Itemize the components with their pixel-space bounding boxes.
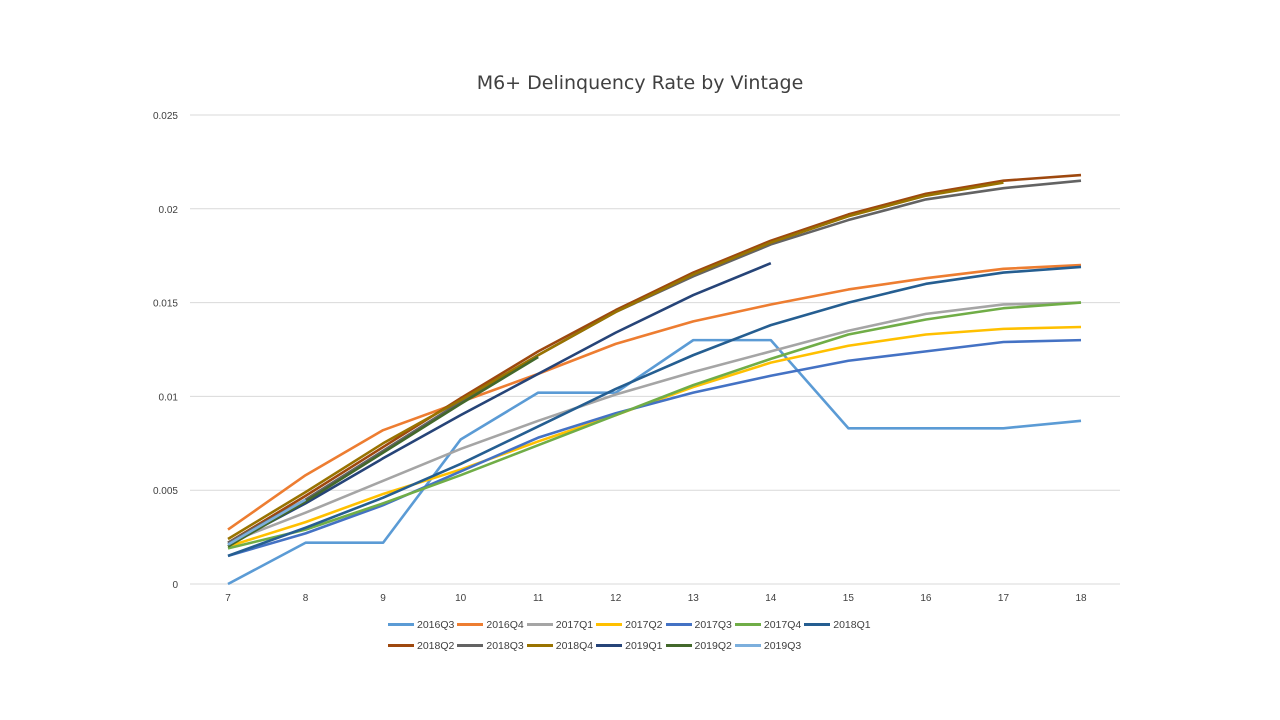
x-tick-label: 17 xyxy=(998,593,1010,604)
legend-item: 2016Q4 xyxy=(457,614,524,635)
legend-label: 2018Q1 xyxy=(833,618,871,631)
legend-swatch xyxy=(734,644,761,647)
legend-label: 2019Q3 xyxy=(763,639,802,652)
legend-item: 2017Q3 xyxy=(665,614,732,635)
legend-item: 2018Q1 xyxy=(804,614,871,635)
series-line-2016Q3 xyxy=(227,338,1082,586)
series-line-2017Q1 xyxy=(227,301,1082,544)
x-tick-label: 9 xyxy=(380,593,386,604)
legend: 2016Q3 2016Q4 2017Q1 2017Q2 2017Q3 2017Q4 2018… xyxy=(388,614,908,656)
x-tick-label: 7 xyxy=(225,593,231,604)
legend-swatch xyxy=(457,644,484,647)
legend-item: 2018Q3 xyxy=(457,635,524,656)
y-tick-label: 0.025 xyxy=(153,111,178,122)
legend-swatch xyxy=(596,644,623,647)
legend-swatch xyxy=(526,644,553,647)
legend-label: 2018Q3 xyxy=(486,639,524,652)
legend-item: 2019Q3 xyxy=(734,635,802,656)
legend-swatch xyxy=(388,644,414,647)
series-line-2018Q2 xyxy=(227,173,1082,544)
y-tick-label: 0.005 xyxy=(153,486,178,497)
legend-label: 2016Q4 xyxy=(486,618,524,631)
legend-label: 2018Q2 xyxy=(417,639,455,652)
legend-item: 2017Q4 xyxy=(734,614,802,635)
legend-item: 2019Q1 xyxy=(596,635,663,656)
legend-swatch xyxy=(804,623,831,626)
series-line-2019Q3 xyxy=(227,498,307,546)
x-tick-label: 11 xyxy=(533,593,544,604)
chart-title: M6+ Delinquency Rate by Vintage xyxy=(476,72,804,94)
x-tick-label: 16 xyxy=(920,593,932,604)
legend-swatch xyxy=(457,623,484,626)
legend-item: 2018Q2 xyxy=(388,635,454,656)
x-tick-label: 8 xyxy=(303,593,309,604)
legend-swatch xyxy=(665,623,692,626)
legend-swatch xyxy=(596,623,623,626)
series-line-2016Q4 xyxy=(227,263,1082,531)
legend-label: 2017Q3 xyxy=(694,618,732,631)
series-line-2018Q3 xyxy=(227,179,1082,544)
legend-item: 2018Q4 xyxy=(526,635,594,656)
series-line-2018Q4 xyxy=(227,181,1004,541)
y-tick-label: 0.015 xyxy=(153,299,178,310)
series-line-2017Q4 xyxy=(227,301,1082,550)
legend-item: 2019Q2 xyxy=(665,635,732,656)
legend-item: 2017Q1 xyxy=(526,614,594,635)
legend-item: 2016Q3 xyxy=(388,614,454,635)
legend-item: 2017Q2 xyxy=(596,614,663,635)
x-tick-label: 13 xyxy=(688,593,700,604)
y-tick-label: 0.01 xyxy=(159,392,179,403)
legend-swatch xyxy=(665,644,692,647)
x-tick-label: 18 xyxy=(1075,593,1087,604)
legend-label: 2017Q2 xyxy=(625,618,663,631)
legend-label: 2019Q2 xyxy=(694,639,732,652)
legend-label: 2017Q1 xyxy=(555,618,594,631)
legend-swatch xyxy=(526,623,553,626)
legend-swatch xyxy=(734,623,761,626)
legend-label: 2016Q3 xyxy=(417,618,455,631)
series-line-2018Q1 xyxy=(227,265,1082,558)
x-tick-label: 12 xyxy=(610,593,622,604)
legend-label: 2019Q1 xyxy=(625,639,663,652)
x-tick-label: 15 xyxy=(843,593,855,604)
y-tick-label: 0.02 xyxy=(159,205,179,216)
legend-label: 2018Q4 xyxy=(555,639,594,652)
series-line-2017Q3 xyxy=(227,338,1082,558)
legend-label: 2017Q4 xyxy=(763,618,802,631)
series-line-2019Q1 xyxy=(227,262,772,546)
x-tick-label: 10 xyxy=(455,593,467,604)
y-tick-label: 0 xyxy=(172,580,178,591)
legend-swatch xyxy=(388,623,414,626)
series-line-2019Q2 xyxy=(227,355,539,548)
x-tick-label: 14 xyxy=(765,593,777,604)
